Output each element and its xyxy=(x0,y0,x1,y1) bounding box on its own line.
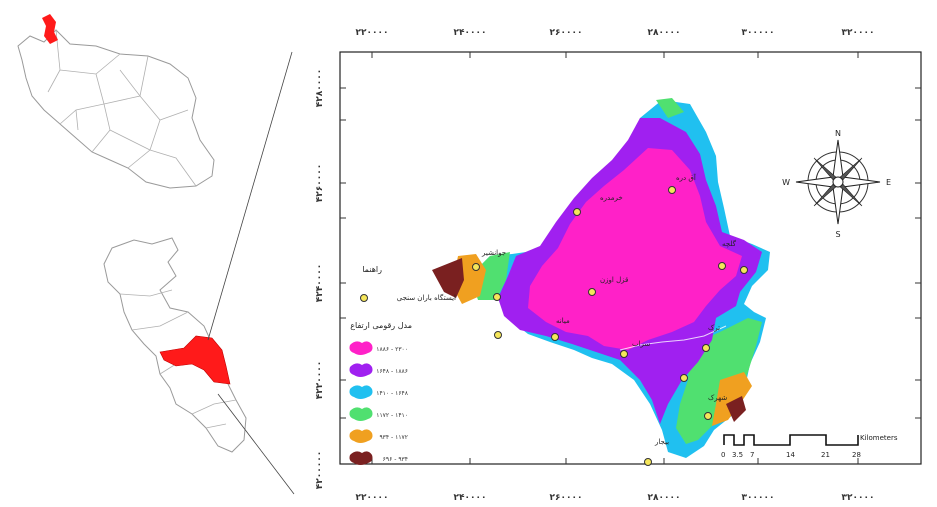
scale-label-0: 0 xyxy=(721,451,725,459)
station-marker-5 xyxy=(588,288,596,296)
station-label-7: سراب xyxy=(632,340,650,348)
legend-elevation-classes: ۱۸۸۶ - ۲۳۰۰ ۱۶۴۸ - ۱۸۸۶ ۱۴۱۰ - ۱۶۴۸ ۱۱۷۲ - … xyxy=(349,341,409,465)
legend-heading: راهنما xyxy=(362,265,382,274)
station-marker-11 xyxy=(702,344,710,352)
x-tick-bottom-5: ۳۰۰۰۰۰ xyxy=(742,493,775,503)
station-label-8: ترک xyxy=(708,324,720,332)
main-map: ۲۲۰۰۰۰ ۲۴۰۰۰۰ ۲۶۰۰۰۰ ۲۸۰۰۰۰ ۳۰۰۰۰۰ ۳۲۰۰۰… xyxy=(315,28,922,503)
station-marker-3 xyxy=(718,262,726,270)
x-tick-bottom-2: ۲۴۰۰۰۰ xyxy=(454,493,487,503)
station-marker-9 xyxy=(551,333,559,341)
legend-elevation-title: مدل رقومی ارتفاع xyxy=(350,321,412,330)
station-label-2: آق دره xyxy=(676,173,697,182)
station-marker-13 xyxy=(704,412,712,420)
province-internal-borders xyxy=(119,289,237,429)
x-tick-top-4: ۲۸۰۰۰۰ xyxy=(648,28,681,38)
compass-east-label: E xyxy=(886,178,891,187)
legend-swatch-5 xyxy=(349,429,373,443)
legend-swatch-1 xyxy=(349,341,373,355)
compass-rose: N S E W xyxy=(782,129,891,239)
iran-outline xyxy=(17,29,215,189)
station-label-5: جوانشیر xyxy=(481,249,506,257)
station-marker-10 xyxy=(620,350,628,358)
y-tick-left-4: ۴۲۲۰۰۰۰ xyxy=(315,361,325,399)
x-axis-bottom-labels: ۲۲۰۰۰۰ ۲۴۰۰۰۰ ۲۶۰۰۰۰ ۲۸۰۰۰۰ ۳۰۰۰۰۰ ۳۲۰۰۰… xyxy=(356,493,875,503)
river-line xyxy=(619,325,727,351)
station-label-10: بیجار xyxy=(654,438,669,446)
station-marker-4 xyxy=(740,266,748,274)
x-tick-top-2: ۲۴۰۰۰۰ xyxy=(454,28,487,38)
station-marker-6 xyxy=(472,263,480,271)
legend-swatch-3 xyxy=(349,385,373,399)
station-label-3: گلچه xyxy=(722,239,737,248)
legend-swatch-2 xyxy=(349,363,373,377)
compass-center xyxy=(832,176,844,188)
elevation-zones xyxy=(432,98,770,458)
station-label-6: میانه xyxy=(556,317,570,325)
compass-west-label: W xyxy=(782,178,790,187)
scale-bar-shape xyxy=(723,434,859,446)
y-tick-left-3: ۴۲۴۰۰۰۰ xyxy=(315,264,325,302)
station-marker-12 xyxy=(680,374,688,382)
scale-label-4: 21 xyxy=(821,451,830,459)
x-tick-top-3: ۲۶۰۰۰۰ xyxy=(550,28,583,38)
legend-station-label: ایستگاه باران سنجی xyxy=(397,293,456,302)
compass-north-label: N xyxy=(835,129,841,138)
province-outline xyxy=(103,237,247,453)
x-tick-bottom-1: ۲۲۰۰۰۰ xyxy=(356,493,389,503)
iran-overview-map xyxy=(17,14,215,189)
legend-class-label-1: ۱۸۸۶ - ۲۳۰۰ xyxy=(376,346,408,353)
zone-934-1172 xyxy=(452,254,752,426)
x-tick-top-1: ۲۲۰۰۰۰ xyxy=(356,28,389,38)
iran-highlight-province xyxy=(42,14,58,44)
legend: راهنما ایستگاه باران سنجی مدل رقومی ارتف… xyxy=(349,265,456,465)
station-label-4: قزل اوزن xyxy=(600,276,628,284)
legend-station-symbol xyxy=(360,294,368,302)
station-marker-14 xyxy=(644,458,652,466)
legend-class-label-4: ۱۱۷۲ - ۱۴۱۰ xyxy=(376,412,408,419)
zone-696-934 xyxy=(432,258,746,422)
y-tick-left-1: ۴۲۸۰۰۰۰ xyxy=(315,69,325,107)
x-tick-bottom-4: ۲۸۰۰۰۰ xyxy=(648,493,681,503)
station-labels: خرمدره آق دره گلچه قزل اوزن جوانشیر میان… xyxy=(481,173,737,446)
station-marker-7 xyxy=(493,293,501,301)
scale-bar-unit: Kilometers xyxy=(860,434,898,442)
province-highlight-area xyxy=(159,335,231,385)
connector-line-bottom xyxy=(217,393,295,495)
x-axis-top-labels: ۲۲۰۰۰۰ ۲۴۰۰۰۰ ۲۶۰۰۰۰ ۲۸۰۰۰۰ ۳۰۰۰۰۰ ۳۲۰۰۰… xyxy=(356,28,875,38)
iran-internal-borders xyxy=(47,29,197,187)
scale-bar: Kilometers 0 3.5 7 14 21 28 xyxy=(721,434,898,459)
compass-south-label: S xyxy=(835,230,840,239)
zone-1886-2300 xyxy=(528,148,742,350)
x-tick-top-6: ۳۲۰۰۰۰ xyxy=(842,28,875,38)
province-inset-map xyxy=(103,237,247,453)
y-tick-left-5: ۴۲۰۰۰۰۰ xyxy=(315,451,325,489)
scale-label-5: 28 xyxy=(852,451,861,459)
x-tick-bottom-6: ۳۲۰۰۰۰ xyxy=(842,493,875,503)
x-tick-top-5: ۳۰۰۰۰۰ xyxy=(742,28,775,38)
connector-line-top xyxy=(207,51,293,341)
graticule-ticks xyxy=(340,52,921,464)
scale-label-3: 14 xyxy=(786,451,795,459)
station-marker-8 xyxy=(494,331,502,339)
rain-gauge-stations xyxy=(472,186,748,466)
legend-swatch-4 xyxy=(349,407,373,421)
legend-class-label-3: ۱۴۱۰ - ۱۶۴۸ xyxy=(376,390,409,397)
x-tick-bottom-3: ۲۶۰۰۰۰ xyxy=(550,493,583,503)
y-axis-left-labels: ۴۲۸۰۰۰۰ ۴۲۶۰۰۰۰ ۴۲۴۰۰۰۰ ۴۲۲۰۰۰۰ ۴۲۰۰۰۰۰ xyxy=(315,69,325,489)
legend-class-label-2: ۱۶۴۸ - ۱۸۸۶ xyxy=(376,368,408,375)
scale-label-1: 3.5 xyxy=(732,451,743,459)
legend-class-label-6: ۶۹۶ - ۹۳۴ xyxy=(383,456,408,463)
legend-swatch-6 xyxy=(349,451,373,465)
station-label-9: شهرک xyxy=(708,394,727,402)
scale-label-2: 7 xyxy=(750,451,754,459)
station-marker-2 xyxy=(668,186,676,194)
station-label-1: خرمدره xyxy=(600,194,623,202)
station-marker-1 xyxy=(573,208,581,216)
y-tick-left-2: ۴۲۶۰۰۰۰ xyxy=(315,164,325,202)
legend-class-label-5: ۹۳۴ - ۱۱۷۲ xyxy=(379,434,408,441)
